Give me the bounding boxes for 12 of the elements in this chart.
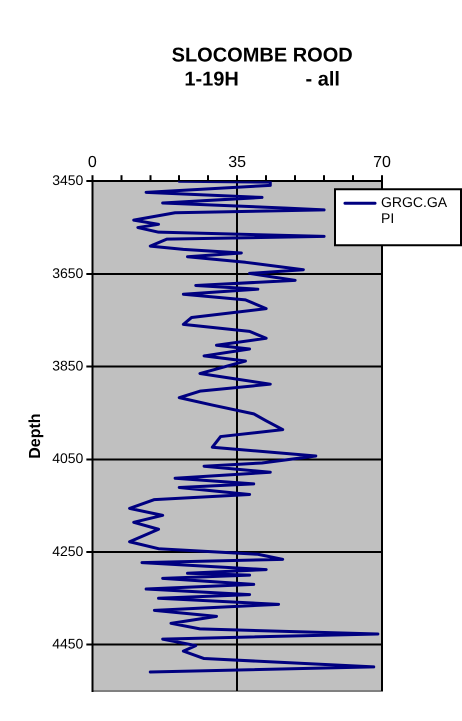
y-tick-label: 3850 [52, 357, 84, 374]
y-axis-title: Depth [27, 413, 44, 459]
chart-title: SLOCOMBE ROOD 1-19H - all [172, 44, 353, 91]
legend-label: GRGC.GAPI [381, 194, 448, 226]
y-tick-label: 3650 [52, 264, 84, 281]
x-tick-label: 0 [88, 154, 97, 172]
x-tick-label: 35 [228, 154, 246, 172]
y-tick-label: 4450 [52, 636, 84, 652]
x-tick-label: 70 [373, 154, 391, 172]
y-tick-label: 4250 [52, 542, 84, 559]
y-tick-label: 4050 [52, 450, 84, 466]
y-tick-label: 3450 [52, 172, 84, 188]
